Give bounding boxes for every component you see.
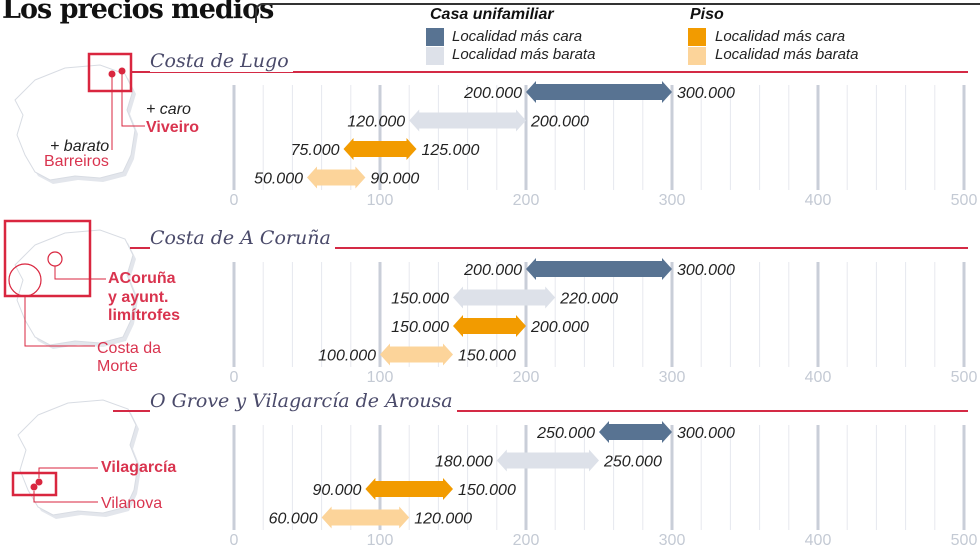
legend-piso-cara: Localidad más cara xyxy=(715,28,846,45)
x-tick-label: 100 xyxy=(367,369,394,386)
range-bar xyxy=(365,478,453,500)
x-tick-label: 0 xyxy=(230,369,239,386)
map-barato-place: Costa da xyxy=(97,340,162,357)
max-value-label: 300.000 xyxy=(677,425,735,442)
max-value-label: 250.000 xyxy=(603,454,662,471)
x-tick-label: 300 xyxy=(659,532,686,549)
leader-line xyxy=(54,266,106,280)
max-value-label: 90.000 xyxy=(370,171,419,188)
x-tick-label: 200 xyxy=(513,532,540,549)
map-barato-label: + barato xyxy=(50,138,110,155)
min-value-label: 90.000 xyxy=(312,482,361,499)
min-value-label: 180.000 xyxy=(435,454,493,471)
max-value-label: 220.000 xyxy=(559,291,618,308)
map-barato-place: Morte xyxy=(97,358,138,375)
range-bar xyxy=(453,286,556,309)
map-caro-place: y ayunt. xyxy=(108,289,169,306)
max-value-label: 120.000 xyxy=(414,511,472,528)
x-tick-label: 300 xyxy=(659,192,686,209)
section-title-arousa: O Grove y Vilagarcía de Arousa xyxy=(150,390,457,412)
x-tick-label: 500 xyxy=(951,192,978,209)
range-bar xyxy=(380,343,453,366)
section-line xyxy=(130,71,968,73)
map-highlight-box xyxy=(3,219,92,298)
range-bar xyxy=(526,81,672,103)
max-value-label: 300.000 xyxy=(677,262,735,279)
x-tick-label: 500 xyxy=(951,369,978,386)
range-bar xyxy=(526,258,672,280)
min-value-label: 75.000 xyxy=(291,142,340,159)
location-dot xyxy=(30,483,38,491)
map-caro-place: limítrofes xyxy=(108,307,181,324)
legend-casa-cara: Localidad más cara xyxy=(452,28,583,45)
x-tick-label: 300 xyxy=(659,369,686,386)
legend-casa-barata: Localidad más barata xyxy=(452,46,596,63)
galicia-map xyxy=(17,399,139,516)
x-tick-label: 200 xyxy=(513,192,540,209)
x-tick-label: 200 xyxy=(513,369,540,386)
range-bar xyxy=(343,138,417,160)
legend-casa-title: Casa unifamiliar xyxy=(430,6,554,23)
x-tick-label: 400 xyxy=(805,532,832,549)
min-value-label: 50.000 xyxy=(254,171,303,188)
x-tick-label: 400 xyxy=(805,192,832,209)
leader-line xyxy=(38,467,98,478)
leader-line xyxy=(24,296,95,347)
leader-line xyxy=(33,491,98,503)
map-barato-place: Barreiros xyxy=(44,153,109,170)
range-bar xyxy=(321,506,410,529)
max-value-label: 150.000 xyxy=(458,482,516,499)
legend-swatch-casa-barata xyxy=(426,47,444,65)
section-title-lugo: Costa de Lugo xyxy=(150,50,293,72)
range-bar xyxy=(496,449,599,472)
x-tick-label: 0 xyxy=(230,532,239,549)
min-value-label: 100.000 xyxy=(318,348,376,365)
min-value-label: 60.000 xyxy=(269,511,318,528)
max-value-label: 150.000 xyxy=(458,348,516,365)
map-caro-place: ACoruña xyxy=(108,270,176,287)
range-bar xyxy=(599,421,672,443)
min-value-label: 150.000 xyxy=(391,319,449,336)
min-value-label: 250.000 xyxy=(536,425,595,442)
map-caro-label: + caro xyxy=(146,101,191,118)
legend-piso-barata: Localidad más barata xyxy=(715,46,859,63)
range-bar xyxy=(307,166,366,189)
range-bar xyxy=(409,109,526,132)
map-caro-place: Vilagarcía xyxy=(101,459,177,476)
range-bar xyxy=(453,315,526,337)
legend-swatch-piso-cara xyxy=(688,28,706,46)
location-dot xyxy=(35,478,43,486)
min-value-label: 150.000 xyxy=(391,291,449,308)
section-line xyxy=(113,410,968,412)
legend-swatch-casa-cara xyxy=(426,28,444,46)
max-value-label: 125.000 xyxy=(422,142,480,159)
min-value-label: 120.000 xyxy=(347,114,405,131)
x-tick-label: 500 xyxy=(951,532,978,549)
x-tick-label: 100 xyxy=(367,532,394,549)
legend-swatch-piso-barata xyxy=(688,47,706,65)
map-caro-place: Viveiro xyxy=(146,119,200,136)
min-value-label: 200.000 xyxy=(463,85,522,102)
section-title-coruna: Costa de A Coruña xyxy=(150,227,335,249)
x-tick-label: 400 xyxy=(805,369,832,386)
x-tick-label: 0 xyxy=(230,192,239,209)
min-value-label: 200.000 xyxy=(463,262,522,279)
page-title: Los precios medios xyxy=(2,0,274,25)
max-value-label: 200.000 xyxy=(530,319,589,336)
max-value-label: 300.000 xyxy=(677,85,735,102)
section-line xyxy=(130,247,968,249)
header-bracket xyxy=(255,3,980,23)
map-barato-place: Vilanova xyxy=(101,495,163,512)
x-tick-label: 100 xyxy=(367,192,394,209)
max-value-label: 200.000 xyxy=(530,114,589,131)
legend-piso-title: Piso xyxy=(690,6,724,23)
leader-line xyxy=(121,71,145,127)
